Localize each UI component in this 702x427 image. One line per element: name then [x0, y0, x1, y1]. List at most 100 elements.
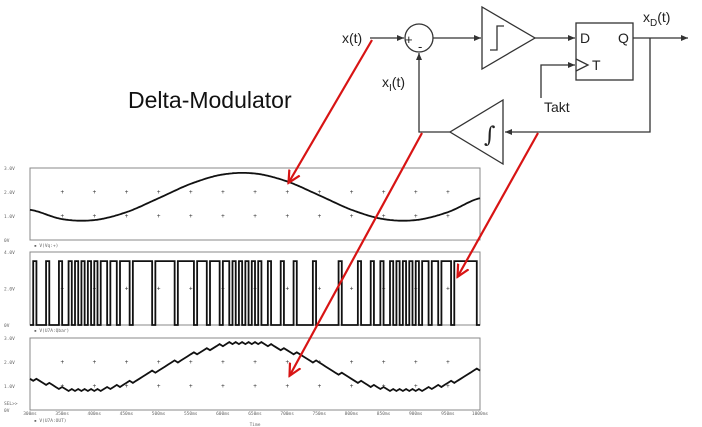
sel-label: SEL>> [4, 401, 18, 407]
input-label: x(t) [342, 30, 362, 46]
grid-dot: + [189, 189, 193, 196]
grid-dot: + [157, 286, 161, 293]
grid-dot: + [125, 213, 129, 220]
output-label: xD(t) [643, 9, 670, 29]
x-tick-label: 350ms [55, 411, 69, 417]
block-diagram: x(t) + - D Q T Takt xD(t) ∫ xI(t) [342, 5, 688, 166]
summer-plus: + [405, 32, 413, 47]
grid-dot: + [189, 383, 193, 390]
x-tick-label: 500ms [152, 411, 166, 417]
grid-dot: + [318, 383, 322, 390]
grid-dot: + [285, 286, 289, 293]
grid-dot: + [221, 213, 225, 220]
arrow-output-to-plot2 [458, 132, 539, 276]
grid-dot: + [189, 286, 193, 293]
clock-wire [540, 62, 575, 98]
x-tick-label: 600ms [216, 411, 230, 417]
clock-input-icon [575, 58, 590, 72]
trace-legend: ▪ V(Vq:+) [34, 243, 58, 249]
x-tick-label: 650ms [248, 411, 262, 417]
plot-frame [29, 167, 481, 241]
x-tick-label: 1000ms [472, 411, 489, 417]
y-tick-label: 4.0V [4, 250, 15, 256]
x-tick-label: 450ms [120, 411, 134, 417]
signal-trace [30, 260, 480, 326]
clock-label: Takt [544, 99, 570, 115]
trace-legend: ▪ V(U7A:OUT) [34, 418, 67, 424]
x-tick-label: 900ms [409, 411, 423, 417]
comparator-triangle [481, 5, 537, 71]
grid-dot: + [382, 189, 386, 196]
grid-dot: + [189, 213, 193, 220]
grid-dot: + [285, 383, 289, 390]
grid-dot: + [221, 359, 225, 366]
x-tick-label: 300ms [23, 411, 37, 417]
flipflop-t-label: T [592, 57, 601, 73]
grid-dot: + [253, 359, 257, 366]
grid-dot: + [414, 359, 418, 366]
x-tick-label: 550ms [184, 411, 198, 417]
grid-dot: + [414, 189, 418, 196]
grid-dot: + [125, 383, 129, 390]
summer-minus: - [418, 39, 422, 54]
grid-dot: + [446, 189, 450, 196]
arrow-input-to-plot1 [289, 39, 373, 182]
x-tick-label: 800ms [345, 411, 359, 417]
waveform-plots: 3.0V 2.0V 1.0V 0V + + + + + + + + + + + + + + + + + + + + + + + + + +… [4, 166, 488, 427]
grid-dot: + [446, 359, 450, 366]
grid-dot: + [285, 359, 289, 366]
integral-icon: ∫ [484, 123, 496, 148]
x-tick-label: 950ms [441, 411, 455, 417]
flipflop-d-label: D [580, 30, 590, 46]
grid-dot: + [157, 189, 161, 196]
grid-dot: + [414, 383, 418, 390]
grid-dot: + [60, 189, 64, 196]
arrow-feedback-to-plot3 [290, 132, 423, 375]
grid-dot: + [414, 213, 418, 220]
page-title: Delta-Modulator [128, 87, 292, 113]
grid-dot: + [253, 189, 257, 196]
integrator-out-wire [416, 53, 450, 133]
y-tick-label: 0V [4, 323, 10, 329]
feedback-wire [505, 38, 651, 135]
y-tick-label: 2.0V [4, 190, 15, 196]
plot-panel-1: 3.0V 2.0V 1.0V 0V + + + + + + + + + + + + + + + + + + + + + + + + + +… [4, 166, 481, 249]
x-tick-label: 400ms [88, 411, 102, 417]
grid-dot: + [221, 383, 225, 390]
grid-dot: + [285, 213, 289, 220]
grid-dot: + [93, 213, 97, 220]
grid-dot: + [60, 213, 64, 220]
y-tick-label: 1.0V [4, 214, 15, 220]
grid-dot: + [285, 189, 289, 196]
grid-dot: + [221, 189, 225, 196]
grid-dot: + [446, 213, 450, 220]
y-tick-label: 0V [4, 238, 10, 244]
x-tick-label: 850ms [377, 411, 391, 417]
plot-panel-3: 3.0V2.0V1.0V0V++++++++++++++++++++++++++… [4, 336, 488, 427]
grid-dot: + [93, 189, 97, 196]
annotation-arrows [289, 39, 539, 375]
grid-dot: + [125, 286, 129, 293]
signal-trace [29, 341, 481, 393]
step-function-icon [490, 25, 504, 51]
grid-dot: + [350, 189, 354, 196]
y-tick-label: 0V [4, 408, 10, 414]
x-tick-label: 700ms [280, 411, 294, 417]
y-tick-label: 1.0V [4, 384, 15, 390]
grid-dot: + [382, 359, 386, 366]
grid-dot: + [157, 213, 161, 220]
y-tick-label: 3.0V [4, 336, 15, 342]
flipflop-q-label: Q [618, 30, 629, 46]
grid-dot: + [350, 213, 354, 220]
grid-dot: + [350, 359, 354, 366]
y-tick-label: 3.0V [4, 166, 15, 172]
grid-dot: + [60, 359, 64, 366]
feedback-label: xI(t) [382, 74, 405, 94]
x-axis-label: Time [250, 422, 261, 427]
grid-dot: + [189, 359, 193, 366]
grid-dot: + [125, 359, 129, 366]
grid-dot: + [318, 189, 322, 196]
grid-dot: + [318, 286, 322, 293]
d-flipflop [575, 22, 634, 81]
